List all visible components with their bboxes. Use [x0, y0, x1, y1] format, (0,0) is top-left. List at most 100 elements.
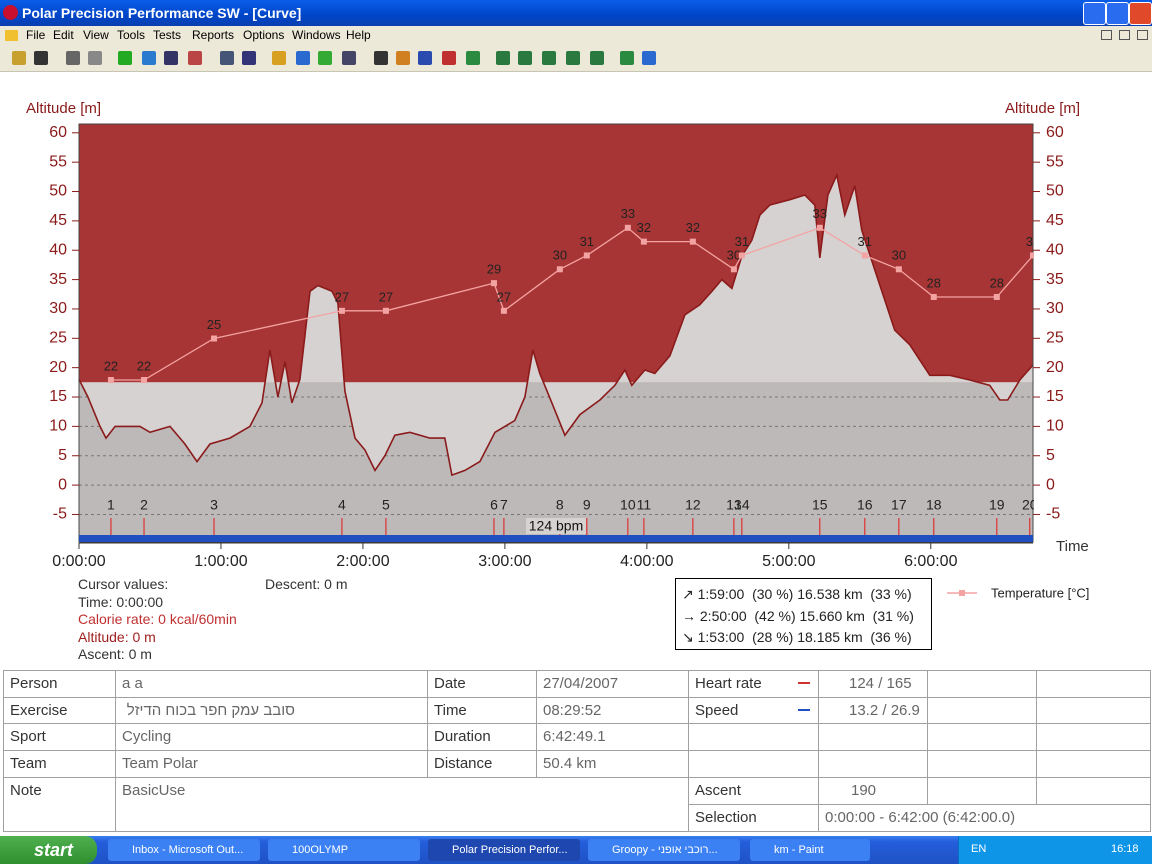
y2-tick-label: 55 — [1046, 153, 1064, 170]
toolbar-button[interactable] — [374, 51, 388, 65]
clock: 16:18 — [1111, 843, 1139, 855]
temperature-label: 32 — [637, 220, 651, 235]
empty-cell — [818, 723, 928, 751]
toolbar-button[interactable] — [396, 51, 410, 65]
lap-label: 4 — [338, 497, 346, 513]
toolbar-button[interactable] — [642, 51, 656, 65]
language[interactable]: EN — [971, 843, 987, 855]
task-button[interactable]: Polar Precision Perfor... — [428, 839, 580, 861]
field-label: Ascent — [688, 777, 819, 805]
temperature-point — [861, 252, 868, 259]
minimize-button[interactable] — [1083, 2, 1106, 25]
temperature-label: 31 — [580, 234, 594, 249]
toolbar-button[interactable] — [118, 51, 132, 65]
legend: Temperature [°C] — [947, 585, 1089, 600]
y-tick-label: 45 — [49, 212, 67, 229]
y-tick-label: 5 — [58, 447, 67, 464]
y-tick-label: 0 — [58, 476, 67, 493]
y-tick-label: 30 — [49, 300, 67, 317]
y2-tick-label: -5 — [1046, 506, 1060, 523]
task-button[interactable]: km - Paint — [750, 839, 870, 861]
lap-label: 3 — [210, 497, 218, 513]
y-tick-label: 40 — [49, 241, 67, 258]
toolbar-button[interactable] — [88, 51, 102, 65]
y2-tick-label: 5 — [1046, 447, 1055, 464]
temperature-point — [141, 377, 148, 384]
field-value: 6:42:49.1 — [536, 723, 689, 751]
task-button[interactable]: Inbox - Microsoft Out... — [108, 839, 260, 861]
y2-tick-label: 0 — [1046, 476, 1055, 493]
field-value: Team Polar — [115, 750, 428, 778]
toolbar-button[interactable] — [318, 51, 332, 65]
temperature-label: 27 — [379, 289, 393, 304]
field-label: Date — [427, 670, 537, 698]
x-tick-label: 0:00:00 — [52, 553, 105, 570]
toolbar-button[interactable] — [34, 51, 48, 65]
toolbar-button[interactable] — [220, 51, 234, 65]
empty-cell — [688, 723, 819, 751]
temperature-point — [211, 335, 218, 342]
toolbar-button[interactable] — [142, 51, 156, 65]
lap-label: 9 — [583, 497, 591, 513]
menu-item[interactable]: View — [83, 28, 109, 42]
temperature-label: 33 — [813, 206, 827, 221]
menu-item[interactable]: Help — [346, 28, 371, 42]
temperature-point — [816, 224, 823, 231]
toolbar-button[interactable] — [342, 51, 356, 65]
altitude-line — [78, 172, 1034, 477]
toolbar-button[interactable] — [164, 51, 178, 65]
info-table: Person a a Exercise סובב עמק חפר בכוח הדיזל… — [3, 670, 1151, 832]
toolbar — [0, 45, 1152, 72]
y2-tick-label: 25 — [1046, 330, 1064, 347]
mdi-button[interactable] — [1119, 30, 1130, 40]
temperature-point — [556, 266, 563, 273]
y2-tick-label: 45 — [1046, 212, 1064, 229]
menu-item[interactable]: Windows — [292, 28, 341, 42]
cursor-time: Time: 0:00:00 — [78, 593, 164, 610]
temperature-point — [730, 266, 737, 273]
menu-item[interactable]: Options — [243, 28, 285, 42]
temperature-label: 22 — [137, 358, 151, 373]
menu-item[interactable]: Reports — [192, 28, 235, 42]
toolbar-button[interactable] — [188, 51, 202, 65]
mdi-button[interactable] — [1101, 30, 1112, 40]
menu-item[interactable]: Tests — [153, 28, 182, 42]
task-button[interactable]: Groopy - רוכבי אופני... — [588, 839, 740, 861]
temperature-point — [583, 252, 590, 259]
restore-button[interactable] — [1106, 2, 1129, 25]
menu-item[interactable]: File — [26, 28, 46, 42]
empty-cell — [927, 723, 1037, 751]
mdi-button[interactable] — [1137, 30, 1148, 40]
toolbar-button[interactable] — [296, 51, 310, 65]
toolbar-button[interactable] — [518, 51, 532, 65]
close-button[interactable] — [1129, 2, 1152, 25]
y2-axis-title: Altitude [m] — [1005, 100, 1080, 117]
empty-cell — [927, 750, 1037, 778]
y2-tick-label: 15 — [1046, 388, 1064, 405]
lap-label: 17 — [891, 497, 907, 513]
toolbar-button[interactable] — [566, 51, 580, 65]
toolbar-button[interactable] — [418, 51, 432, 65]
toolbar-button[interactable] — [466, 51, 480, 65]
toolbar-button[interactable] — [620, 51, 634, 65]
toolbar-button[interactable] — [496, 51, 510, 65]
lap-label: 13 — [726, 497, 742, 513]
toolbar-button[interactable] — [442, 51, 456, 65]
menu-item[interactable]: Edit — [53, 28, 74, 42]
field-label: Person — [3, 670, 116, 698]
toolbar-button[interactable] — [242, 51, 256, 65]
start-button[interactable]: start — [0, 836, 97, 864]
y-tick-label: 20 — [49, 359, 67, 376]
toolbar-button[interactable] — [12, 51, 26, 65]
temperature-label: 28 — [990, 275, 1004, 290]
legend-marker — [959, 590, 965, 596]
toolbar-button[interactable] — [542, 51, 556, 65]
cursor-heading: Cursor values: — [78, 576, 169, 592]
toolbar-button[interactable] — [590, 51, 604, 65]
field-value: 50.4 km — [536, 750, 689, 778]
toolbar-button[interactable] — [272, 51, 286, 65]
toolbar-button[interactable] — [66, 51, 80, 65]
menu-item[interactable]: Tools — [117, 28, 146, 42]
task-button[interactable]: 100OLYMP — [268, 839, 420, 861]
